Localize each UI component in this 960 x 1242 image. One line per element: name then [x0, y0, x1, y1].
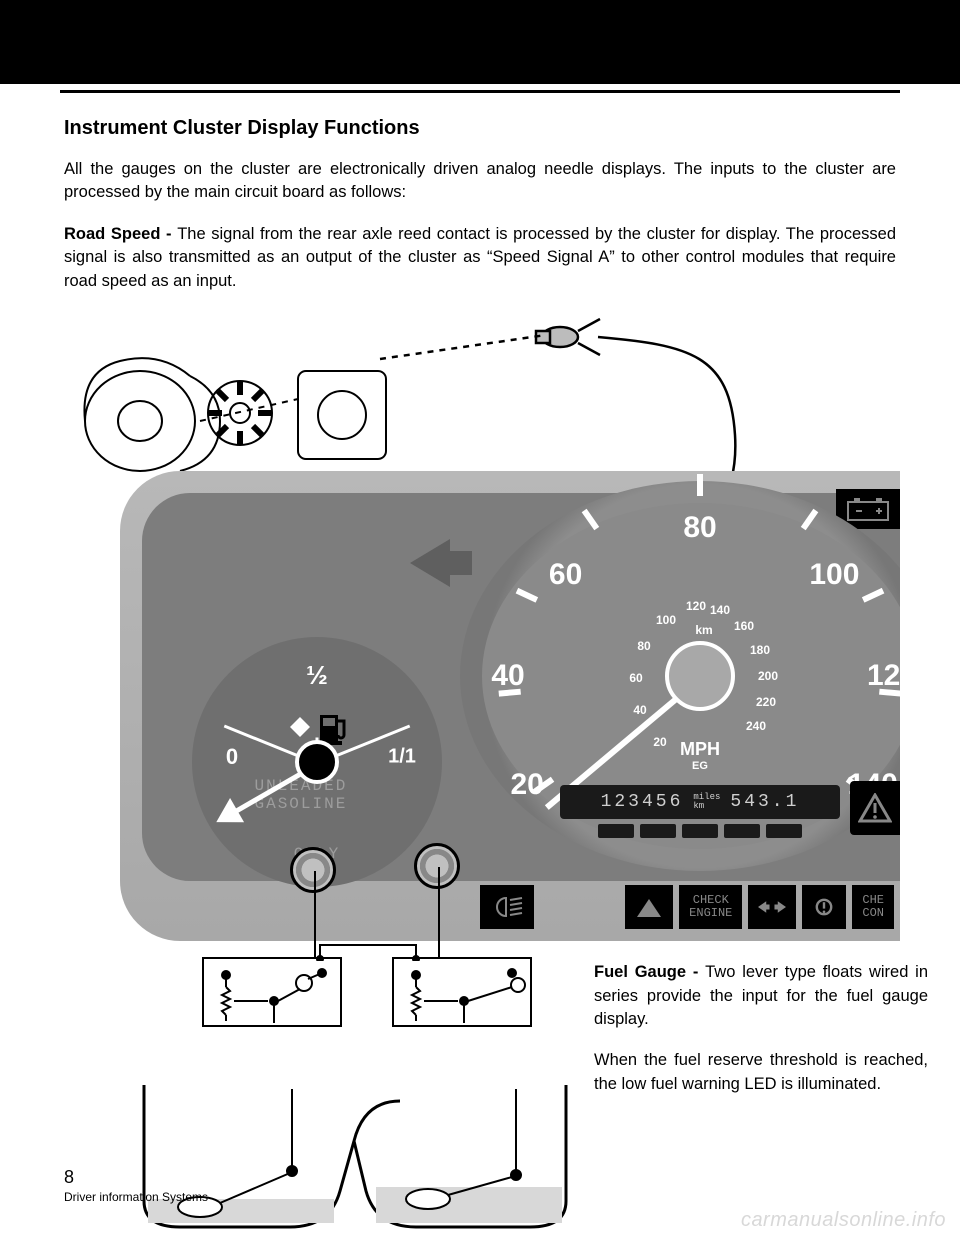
eg-text: EG: [680, 760, 720, 772]
road-speed-lead: Road Speed -: [64, 225, 177, 243]
check-control-label: CHECON: [852, 885, 894, 929]
page-number: 8: [64, 1167, 208, 1188]
speedo-inner-num: 80: [637, 639, 650, 653]
speedo-inner-num: 180: [750, 643, 770, 657]
instrument-cluster: ½ 0 1/1: [120, 471, 900, 941]
speedo-inner-num: 220: [756, 695, 776, 709]
speedo-inner-num: 40: [633, 703, 646, 717]
diagram: ½ 0 1/1: [60, 311, 892, 1001]
road-speed-paragraph: Road Speed - The signal from the rear ax…: [64, 223, 896, 293]
mph-text: MPH: [680, 739, 720, 759]
speedo-inner-num: 200: [758, 669, 778, 683]
brake-warning-icon: [802, 885, 846, 929]
speedo-inner-num: 20: [653, 735, 666, 749]
sender-box-left: [202, 957, 342, 1027]
fuel-sender-schematic: [202, 957, 552, 1087]
fuel-hub: [295, 740, 339, 784]
odo-main: 123456: [601, 792, 684, 812]
hazard-icon: [748, 885, 796, 929]
indicator-strip: CHECK ENGINE CHECON: [480, 885, 900, 929]
foglight-icon: [480, 885, 534, 929]
fuel-lead: Fuel Gauge -: [594, 963, 705, 981]
road-speed-body: The signal from the rear axle reed conta…: [64, 225, 896, 290]
speedo-inner-num: 140: [710, 603, 730, 617]
fuel-half-label: ½: [306, 660, 328, 691]
intro-paragraph: All the gauges on the cluster are electr…: [64, 158, 896, 205]
axle-sketch: [70, 321, 430, 491]
knob-magnified-right: [414, 843, 460, 889]
speedo-inner-num: 160: [734, 619, 754, 633]
odo-units: mileskm: [693, 793, 720, 811]
knob-magnified-left: [290, 847, 336, 893]
speedo-inner-num: 120: [686, 599, 706, 613]
speedo-inner-num: 100: [656, 613, 676, 627]
fuel-full-label: 1/1: [388, 746, 416, 769]
speedo-num: 80: [683, 511, 716, 545]
page: Instrument Cluster Display Functions All…: [0, 0, 960, 1242]
page-footer: 8 Driver information Systems: [64, 1167, 208, 1204]
speedo-num: 100: [809, 558, 859, 592]
content-area: Instrument Cluster Display Functions All…: [0, 93, 960, 1001]
fuel-tank-bowls: [140, 1081, 570, 1231]
seatbelt-icon: [625, 885, 673, 929]
speedo-inner-num: 240: [746, 719, 766, 733]
strip-gap: [540, 885, 619, 929]
fuel-gauge-text: Fuel Gauge - Two lever type floats wired…: [594, 961, 928, 1114]
schematic-top-wire: [202, 937, 534, 961]
watermark: carmanualsonline.info: [741, 1209, 946, 1232]
speedo-inner-num: 60: [629, 671, 642, 685]
warning-triangle-icon: [850, 781, 900, 835]
section-title: Instrument Cluster Display Functions: [64, 117, 896, 140]
odo-trip: 543.1: [730, 792, 799, 812]
speedo-num: 60: [549, 558, 582, 592]
footer-label: Driver information Systems: [64, 1190, 208, 1204]
fuel-p1: Fuel Gauge - Two lever type floats wired…: [594, 961, 928, 1031]
check-engine-label: CHECK ENGINE: [679, 885, 742, 929]
odo-segment-bar: [598, 824, 802, 838]
speedo-num: 120: [867, 659, 900, 693]
fuel-empty-label: 0: [226, 744, 238, 770]
sender-box-right: [392, 957, 532, 1027]
speedo-km-label: km: [695, 623, 712, 637]
fuel-p2: When the fuel reserve threshold is reach…: [594, 1049, 928, 1096]
speedo-unit-label: MPH EG: [680, 739, 720, 772]
top-black-bar: [0, 0, 960, 84]
odometer: 123456 mileskm 543.1: [560, 785, 840, 819]
speedo-tick: [697, 474, 703, 496]
turn-signal-left-icon: [410, 539, 450, 587]
speedo-hub: [665, 641, 735, 711]
